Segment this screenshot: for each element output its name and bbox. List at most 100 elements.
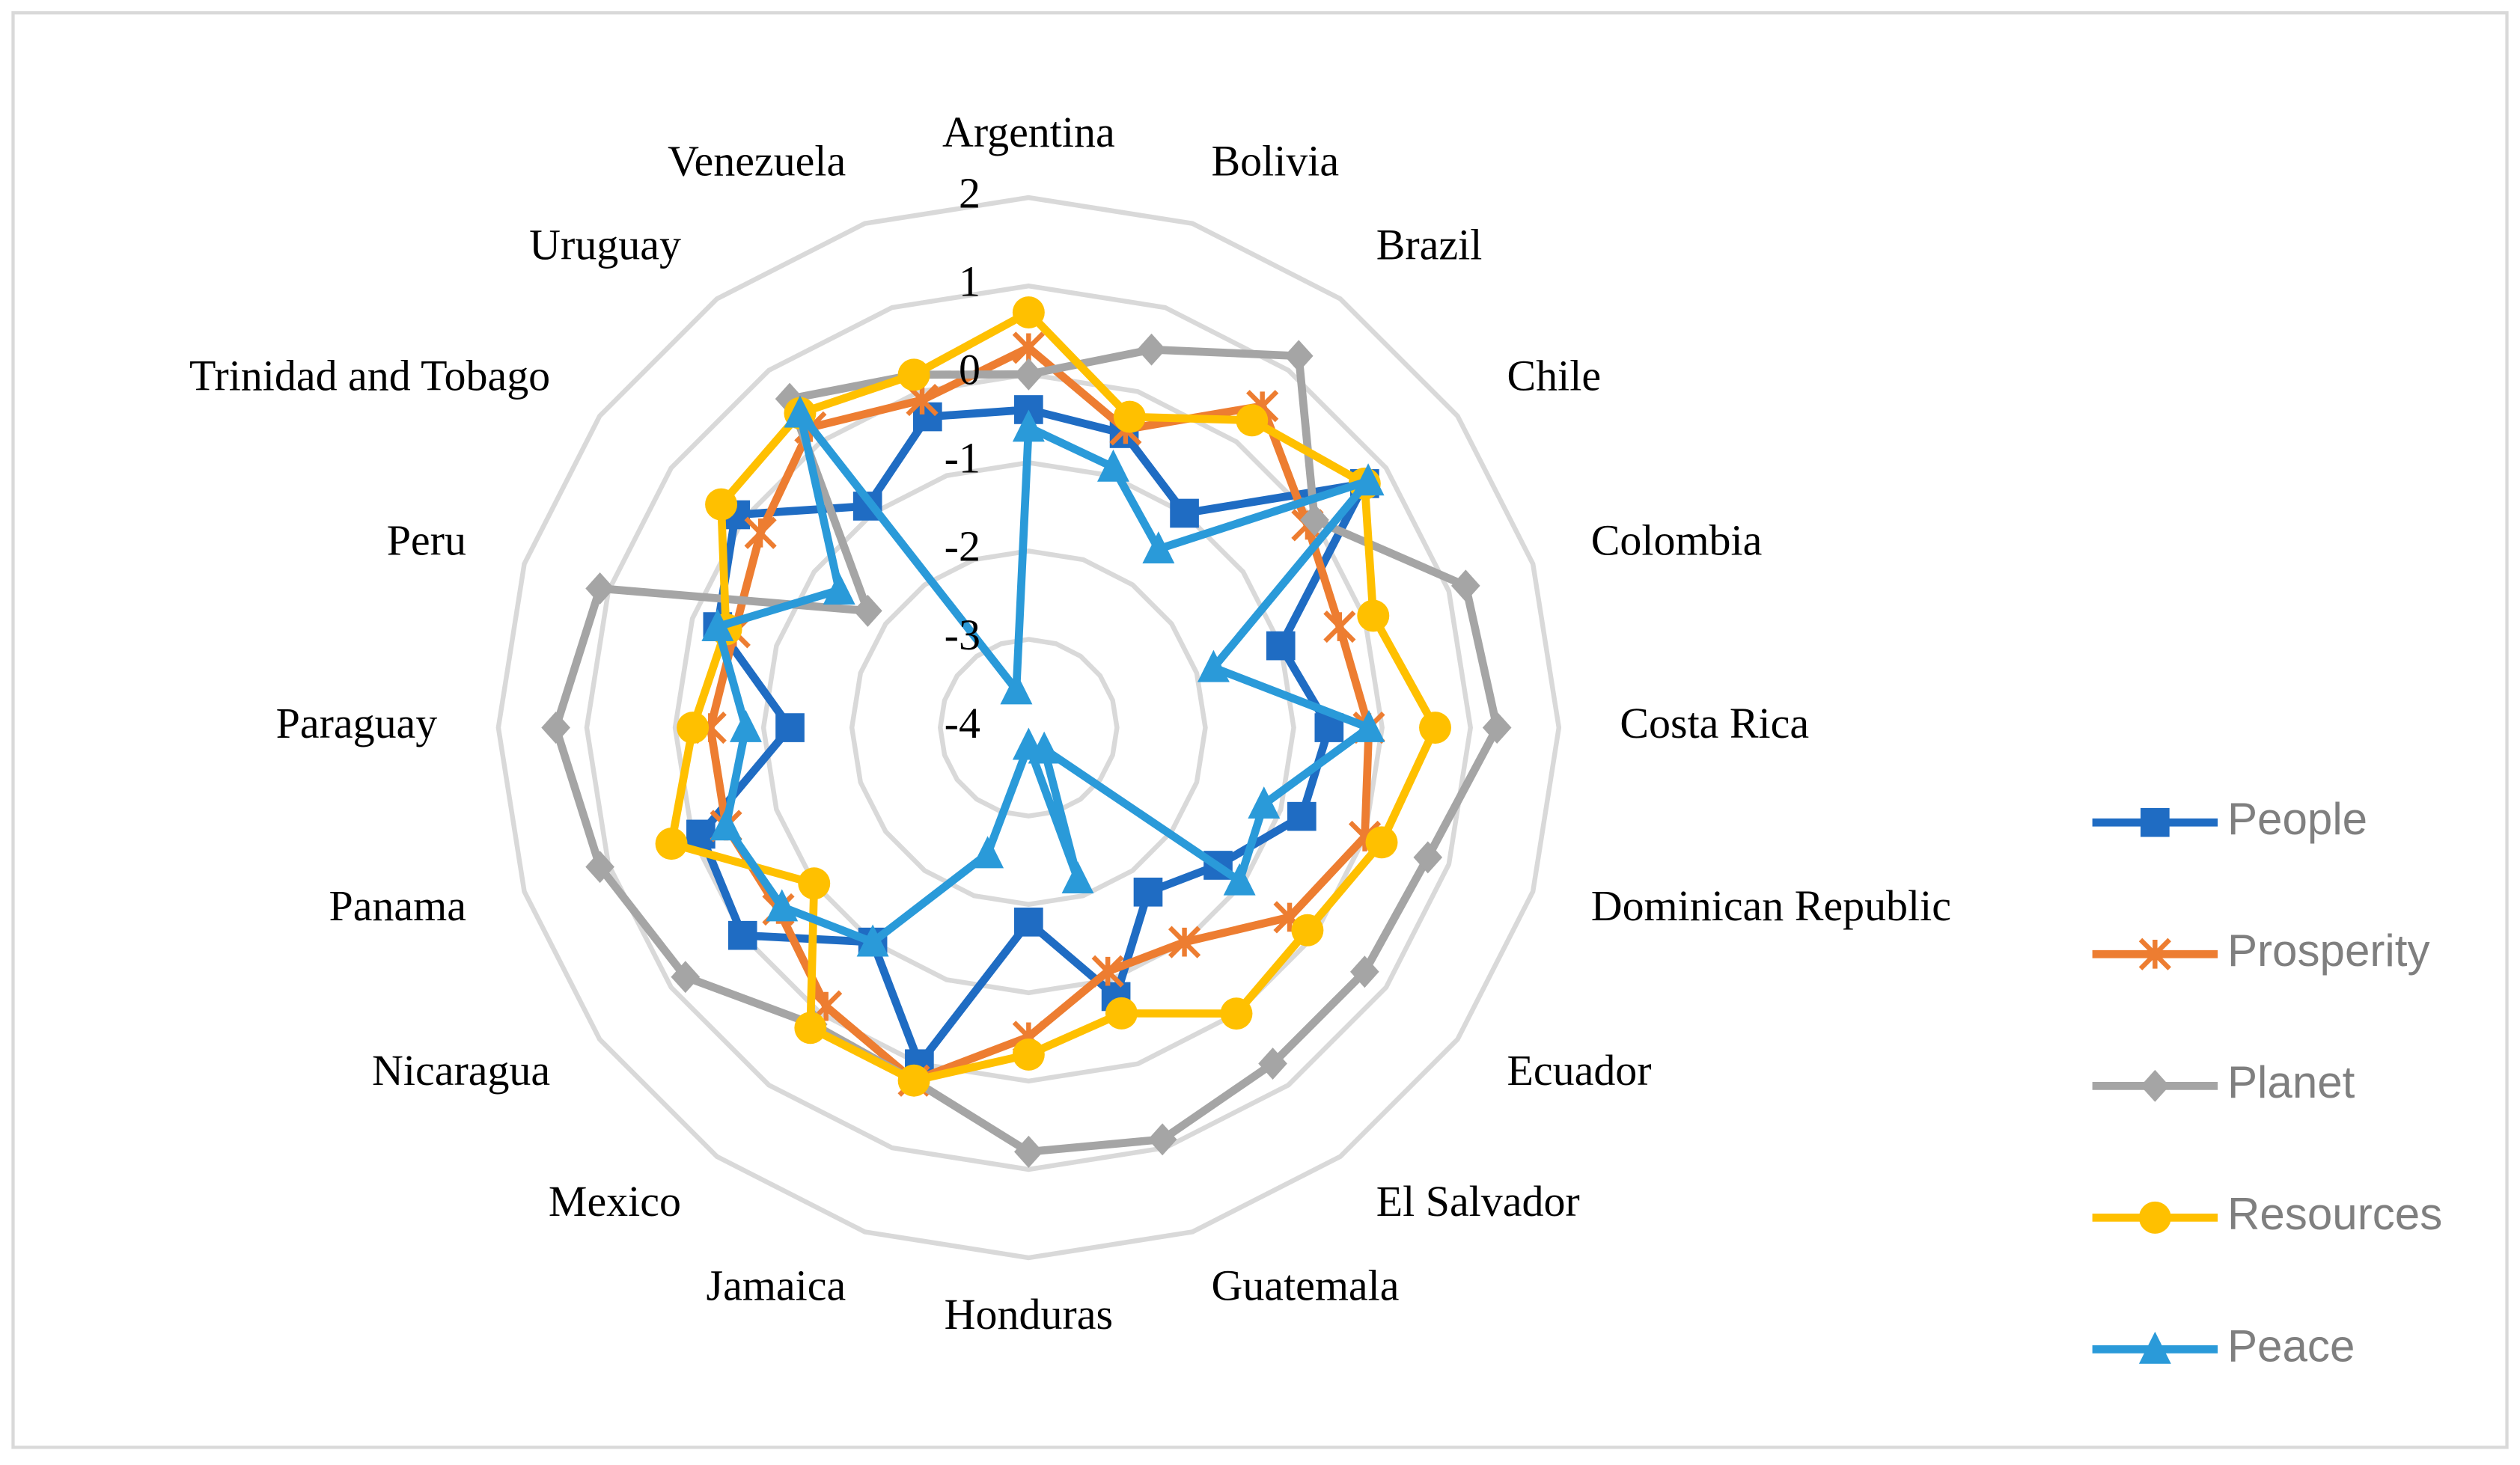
marker <box>823 572 855 605</box>
grid-ring <box>584 283 1474 1172</box>
marker <box>1000 672 1033 705</box>
marker <box>1248 786 1281 819</box>
marker <box>1352 463 1385 496</box>
marker <box>1197 649 1230 682</box>
grid <box>495 195 1562 1261</box>
category-label: Colombia <box>1591 516 1763 565</box>
legend-label: Resources <box>2227 1189 2442 1239</box>
category-label: Bolivia <box>1211 136 1339 185</box>
category-label: Panama <box>329 881 466 930</box>
marker <box>1012 1038 1045 1071</box>
marker <box>677 712 710 744</box>
tick-label: 1 <box>959 257 980 305</box>
marker <box>655 828 688 860</box>
marker <box>1096 449 1129 482</box>
marker <box>1300 504 1329 536</box>
category-label: Costa Rica <box>1620 699 1809 747</box>
plot-area <box>541 296 1512 1168</box>
marker <box>1012 296 1045 329</box>
marker <box>744 516 777 549</box>
legend-label: People <box>2227 794 2367 844</box>
marker <box>1284 340 1314 373</box>
marker <box>1091 955 1124 988</box>
marker <box>1365 826 1398 859</box>
category-label: Nicaragua <box>372 1046 550 1095</box>
marker <box>897 1064 930 1097</box>
grid-ring <box>938 637 1120 819</box>
marker <box>1061 861 1094 894</box>
category-label: Dominican Republic <box>1591 881 1951 930</box>
category-label: Chile <box>1507 351 1602 400</box>
tick-label: 2 <box>959 168 980 217</box>
marker <box>1482 712 1512 744</box>
marker <box>1133 877 1163 907</box>
marker <box>1266 631 1296 661</box>
marker <box>2138 1331 2171 1364</box>
marker <box>2141 807 2170 837</box>
category-label: Honduras <box>945 1290 1113 1339</box>
marker <box>1014 358 1043 391</box>
marker <box>701 608 734 641</box>
marker <box>705 488 738 521</box>
category-label: Guatemala <box>1211 1261 1399 1309</box>
marker <box>2138 938 2171 970</box>
legend-label: Peace <box>2227 1321 2355 1371</box>
marker <box>766 889 799 922</box>
category-label: Uruguay <box>529 221 681 269</box>
marker <box>1137 333 1166 366</box>
marker <box>686 819 716 849</box>
legend-label: Prosperity <box>2227 926 2430 976</box>
marker <box>730 709 762 742</box>
category-label: Jamaica <box>707 1261 846 1309</box>
category-label: El Salvador <box>1376 1177 1580 1226</box>
marker <box>1323 610 1356 643</box>
marker <box>971 836 1004 869</box>
marker <box>671 961 701 994</box>
marker <box>1352 709 1385 742</box>
marker <box>1287 801 1317 831</box>
legend-label: Planet <box>2227 1057 2355 1107</box>
marker <box>775 713 805 742</box>
grid-ring <box>760 460 1296 996</box>
marker <box>727 920 757 950</box>
category-label: Ecuador <box>1507 1046 1652 1095</box>
marker <box>1113 400 1146 433</box>
category-label: Venezuela <box>668 136 846 185</box>
tick-label: -2 <box>945 522 980 571</box>
marker <box>794 1012 827 1045</box>
marker <box>1014 908 1043 937</box>
category-label: Paraguay <box>276 699 438 747</box>
tick-label: -1 <box>945 434 980 483</box>
marker <box>1014 1135 1043 1168</box>
marker <box>1170 498 1199 528</box>
grid-ring <box>495 195 1562 1261</box>
labels: -4 -3 -2 -1 0 1 2 Argentina Bolivia Brazil Chile Co… <box>189 108 1951 1339</box>
marker <box>1357 599 1390 632</box>
category-label: Argentina <box>942 108 1115 156</box>
tick-label: -3 <box>945 611 980 659</box>
tick-label: -4 <box>945 699 980 747</box>
marker <box>853 594 882 627</box>
marker <box>1105 997 1138 1030</box>
marker <box>2138 1201 2171 1234</box>
marker <box>798 867 831 900</box>
marker <box>897 358 930 391</box>
marker <box>1413 841 1443 874</box>
marker <box>1012 409 1045 442</box>
chart-border <box>11 11 2509 1449</box>
marker <box>1350 955 1379 988</box>
marker <box>1291 914 1324 946</box>
category-label: Trinidad and Tobago <box>189 351 550 400</box>
category-label: Brazil <box>1376 221 1483 269</box>
marker <box>1142 531 1175 564</box>
marker <box>710 808 742 841</box>
grid-ring <box>849 548 1208 907</box>
marker <box>1168 926 1201 958</box>
marker <box>784 395 817 428</box>
marker <box>1419 712 1451 744</box>
marker <box>1223 863 1256 896</box>
marker <box>1258 1047 1287 1080</box>
marker <box>585 851 614 884</box>
